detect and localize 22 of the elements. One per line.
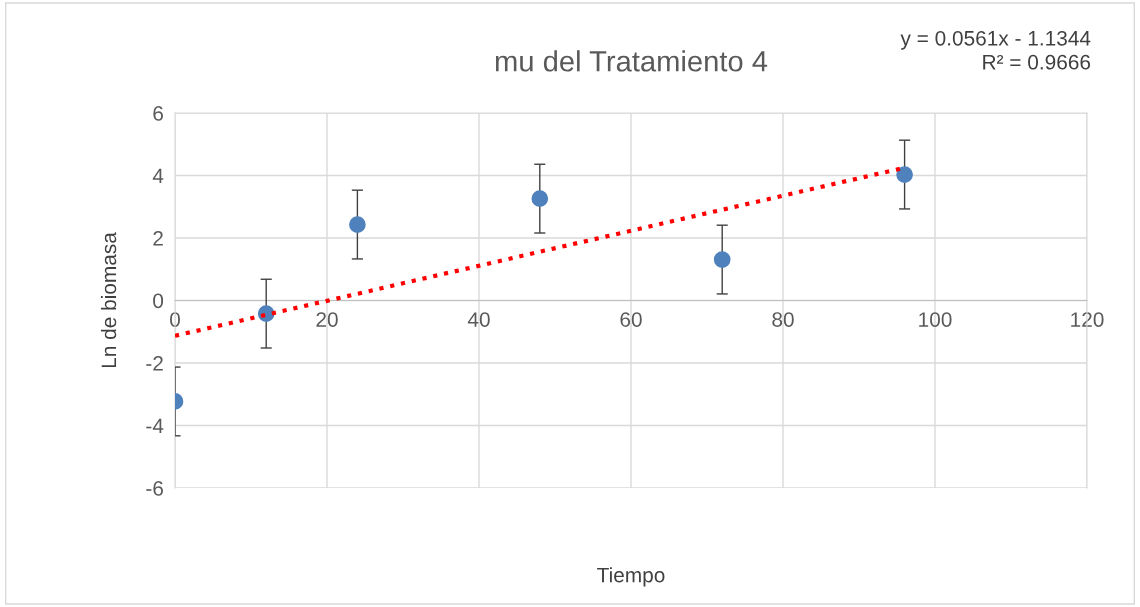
y-tick-label: -2 [146, 356, 163, 371]
point [531, 190, 549, 207]
x-tick-label: 80 [772, 312, 794, 327]
y-tick-label: -6 [146, 481, 163, 496]
x-axis-title: Tiempo [597, 567, 665, 587]
x-tick-label: 60 [620, 312, 642, 327]
x-tick-label: 20 [316, 312, 338, 327]
x-tick-label: 120 [1071, 312, 1104, 327]
y-axis-title: Ln de biomasa [100, 232, 117, 368]
y-tick-label: -4 [146, 418, 164, 434]
point [713, 251, 731, 268]
y-tick-label: 2 [153, 231, 163, 246]
x-tick-label: 100 [919, 312, 952, 327]
y-tick-label: 6 [153, 106, 163, 121]
point [349, 216, 366, 233]
x-tick-label: 0 [170, 312, 180, 327]
x-tick-label: 40 [467, 312, 490, 327]
y-tick-label: 4 [152, 168, 164, 184]
chart-title: mu del Tratamiento 4 [495, 50, 768, 72]
y-tick-label: 0 [153, 293, 164, 309]
point [896, 166, 913, 183]
text: y = 0.0561x - 1.1344 R² = 0.9666 [900, 30, 1091, 70]
